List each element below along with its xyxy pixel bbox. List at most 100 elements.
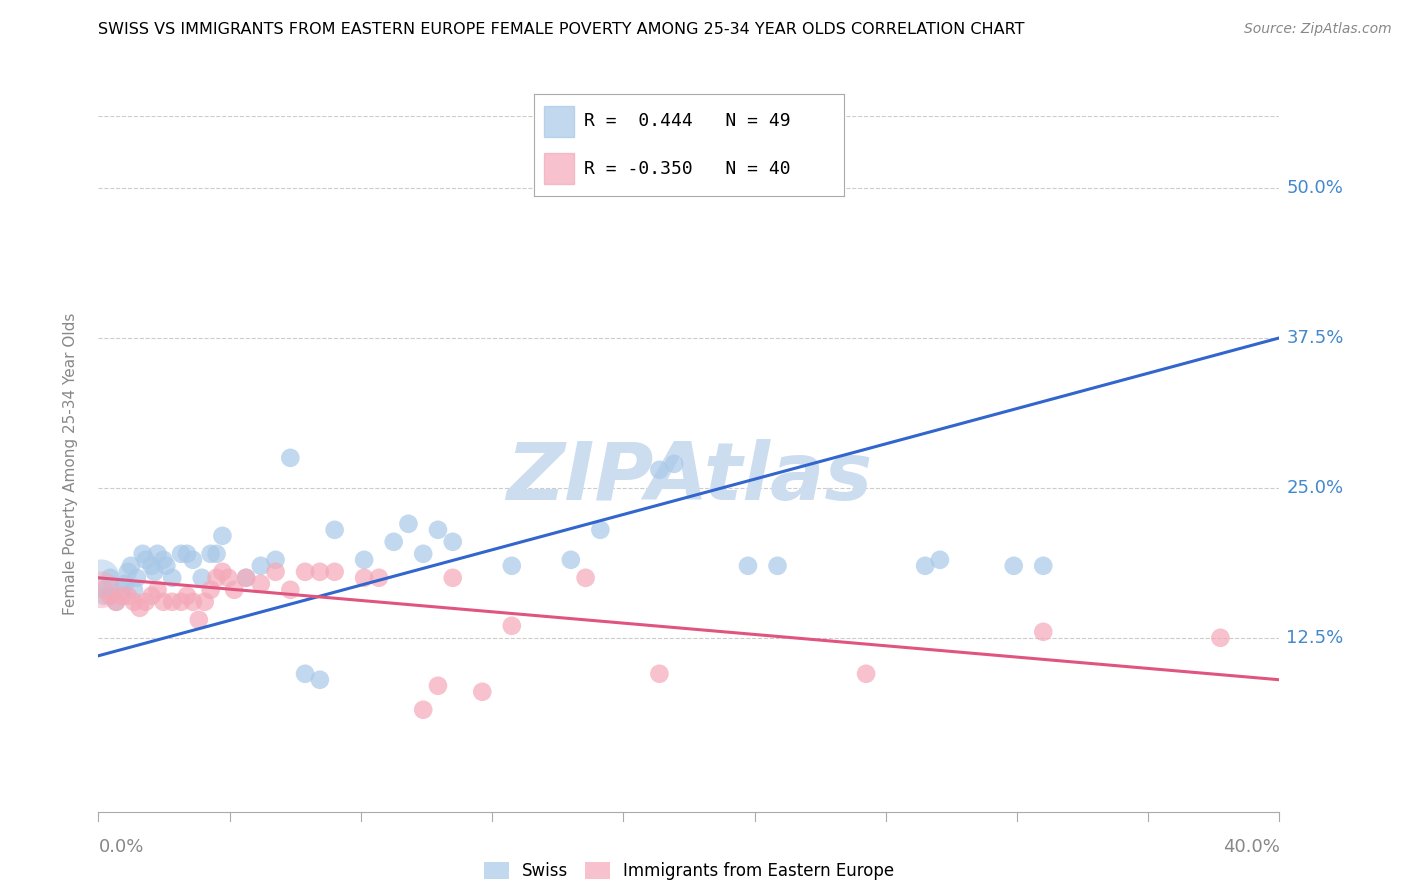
Point xyxy=(471,685,494,699)
Point xyxy=(368,571,391,585)
Point xyxy=(294,565,316,579)
Text: R = -0.350   N = 40: R = -0.350 N = 40 xyxy=(583,160,790,178)
Point xyxy=(412,547,434,561)
Point xyxy=(105,595,128,609)
Point xyxy=(205,571,228,585)
Point xyxy=(224,582,246,597)
Text: 37.5%: 37.5% xyxy=(1286,329,1344,347)
Text: Source: ZipAtlas.com: Source: ZipAtlas.com xyxy=(1244,22,1392,37)
Point xyxy=(194,595,217,609)
Point xyxy=(396,516,419,531)
Point xyxy=(353,571,375,585)
Point xyxy=(146,547,169,561)
Point xyxy=(855,666,877,681)
Point xyxy=(90,571,112,585)
Point xyxy=(250,558,273,573)
Point xyxy=(111,582,134,597)
Point xyxy=(141,589,163,603)
Point xyxy=(323,523,346,537)
Point xyxy=(441,534,464,549)
Point xyxy=(162,571,183,585)
Point xyxy=(914,558,936,573)
Point xyxy=(278,582,302,597)
Point xyxy=(574,571,596,585)
Text: 50.0%: 50.0% xyxy=(1286,179,1343,197)
Point xyxy=(141,558,163,573)
Point xyxy=(1032,624,1054,639)
Point xyxy=(117,589,139,603)
Point xyxy=(353,553,375,567)
Point xyxy=(382,534,405,549)
Point xyxy=(181,553,204,567)
Point xyxy=(278,450,302,465)
Text: 0.0%: 0.0% xyxy=(98,838,143,856)
Point xyxy=(155,558,177,573)
Point xyxy=(264,553,287,567)
Point xyxy=(122,582,145,597)
Point xyxy=(1032,558,1054,573)
Point xyxy=(90,582,112,597)
Point xyxy=(648,463,671,477)
Point xyxy=(323,565,346,579)
Point xyxy=(737,558,759,573)
Bar xyxy=(544,153,575,184)
Point xyxy=(309,565,332,579)
Point xyxy=(928,553,950,567)
Point xyxy=(132,547,155,561)
Point xyxy=(128,600,150,615)
Point xyxy=(648,666,671,681)
Point xyxy=(1002,558,1025,573)
Point xyxy=(187,613,209,627)
Point xyxy=(264,565,287,579)
Point xyxy=(120,558,142,573)
Point xyxy=(105,595,128,609)
Y-axis label: Female Poverty Among 25-34 Year Olds: Female Poverty Among 25-34 Year Olds xyxy=(63,313,77,615)
Point xyxy=(181,595,204,609)
Point xyxy=(125,571,148,585)
Point xyxy=(412,703,434,717)
Point xyxy=(170,547,193,561)
Text: 40.0%: 40.0% xyxy=(1223,838,1279,856)
Point xyxy=(211,529,233,543)
Point xyxy=(501,619,523,633)
Point xyxy=(114,576,136,591)
Point xyxy=(117,565,139,579)
Point xyxy=(98,589,121,603)
Point xyxy=(143,565,166,579)
Point xyxy=(309,673,332,687)
Point xyxy=(93,589,115,603)
Point xyxy=(1209,631,1232,645)
Point xyxy=(170,595,193,609)
Point xyxy=(176,589,198,603)
Legend: Swiss, Immigrants from Eastern Europe: Swiss, Immigrants from Eastern Europe xyxy=(477,855,901,887)
Point xyxy=(93,582,115,597)
Point xyxy=(427,679,450,693)
Point xyxy=(664,457,686,471)
Text: R =  0.444   N = 49: R = 0.444 N = 49 xyxy=(583,112,790,130)
Point xyxy=(176,547,198,561)
Point xyxy=(162,595,183,609)
Point xyxy=(235,571,257,585)
Point xyxy=(211,565,233,579)
Text: SWISS VS IMMIGRANTS FROM EASTERN EUROPE FEMALE POVERTY AMONG 25-34 YEAR OLDS COR: SWISS VS IMMIGRANTS FROM EASTERN EUROPE … xyxy=(98,22,1025,37)
Point xyxy=(217,571,239,585)
Point xyxy=(122,595,145,609)
Point xyxy=(235,571,257,585)
Point xyxy=(146,582,169,597)
Point xyxy=(152,553,174,567)
Text: ZIPAtlas: ZIPAtlas xyxy=(506,439,872,516)
Text: 25.0%: 25.0% xyxy=(1286,479,1344,497)
Point xyxy=(441,571,464,585)
Point xyxy=(191,571,214,585)
Bar xyxy=(544,106,575,136)
Point xyxy=(501,558,523,573)
Point xyxy=(135,595,157,609)
Point xyxy=(250,576,273,591)
Text: 12.5%: 12.5% xyxy=(1286,629,1344,647)
Point xyxy=(205,547,228,561)
Point xyxy=(98,571,121,585)
Point xyxy=(200,582,222,597)
Point xyxy=(427,523,450,537)
Point xyxy=(200,547,222,561)
Point xyxy=(766,558,789,573)
